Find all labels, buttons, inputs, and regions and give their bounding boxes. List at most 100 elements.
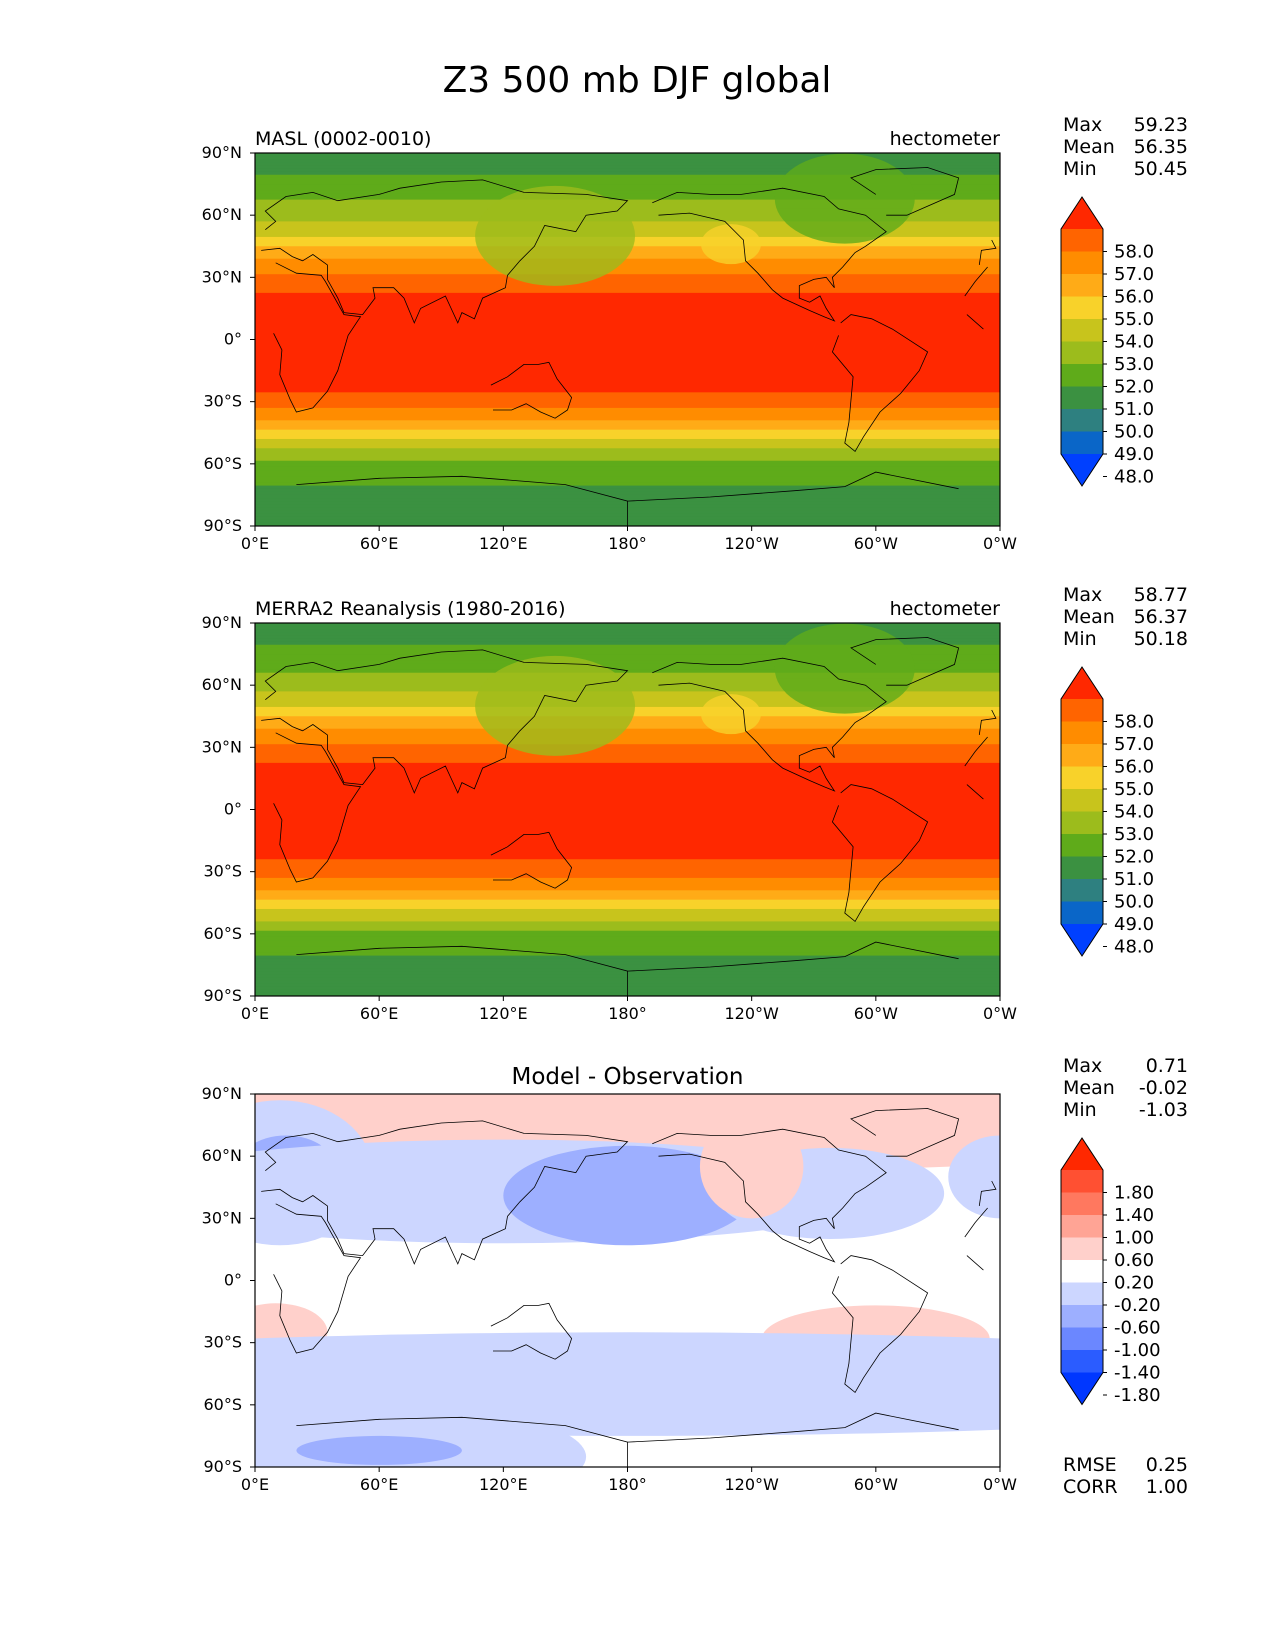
lat-tick-label: 60°S <box>203 924 242 943</box>
colorbar-segment <box>1061 856 1103 880</box>
panel-obs: MERRA2 Reanalysis (1980-2016) hectometer 9… <box>202 584 1188 1023</box>
field-band <box>255 364 1000 369</box>
colorbar-segment <box>1061 834 1103 857</box>
field-band <box>255 762 1000 767</box>
stat-value: 50.18 <box>1134 628 1188 650</box>
field-band <box>255 373 1000 378</box>
field-band <box>255 485 1000 490</box>
panel-units: hectometer <box>890 128 1001 150</box>
field-band <box>255 772 1000 776</box>
field-band <box>255 177 1000 182</box>
lat-tick-label: 90°S <box>203 516 242 535</box>
field-band <box>255 834 1000 839</box>
field-band <box>255 955 1000 960</box>
field-band <box>255 190 1000 195</box>
colorbar-segment <box>1061 409 1103 432</box>
field-band <box>255 208 1000 213</box>
field-band <box>255 741 1000 745</box>
anomaly-region <box>772 1098 938 1165</box>
field-band <box>255 466 1000 471</box>
coastline <box>831 1255 929 1394</box>
field-band <box>255 479 1000 484</box>
field-band <box>255 887 1000 891</box>
field-band <box>255 846 1000 851</box>
lat-tick-label: 30°N <box>202 737 242 756</box>
colorbar-label: 54.0 <box>1114 332 1154 353</box>
field-band <box>255 168 1000 173</box>
field-band <box>255 843 1000 848</box>
stat-label: Mean <box>1063 136 1115 158</box>
field-band <box>255 812 1000 817</box>
field-band <box>255 342 1000 347</box>
field-band <box>255 333 1000 337</box>
colorbar-segment <box>1061 744 1103 767</box>
coastline <box>296 1412 959 1467</box>
colorbar-label: 51.0 <box>1114 869 1154 890</box>
field-band <box>255 647 1000 652</box>
colorbar-label: -1.80 <box>1114 1385 1161 1406</box>
field-band <box>255 404 1000 409</box>
field-band <box>255 159 1000 163</box>
colorbar-label: 48.0 <box>1114 467 1154 488</box>
colorbar-segment <box>1061 721 1103 745</box>
field-band <box>255 849 1000 854</box>
field-band <box>255 171 1000 176</box>
field-band <box>255 781 1000 786</box>
field-band <box>255 448 1000 452</box>
lon-tick-label: 0°E <box>241 534 269 553</box>
field-band <box>255 924 1000 929</box>
colorbar-label: 57.0 <box>1114 734 1154 755</box>
field-band <box>255 389 1000 393</box>
field-band <box>255 193 1000 198</box>
field-band <box>255 943 1000 947</box>
lon-tick-label: 120°E <box>479 1475 528 1494</box>
field-band <box>255 463 1000 468</box>
colorbar-label: 56.0 <box>1114 757 1154 778</box>
field-band <box>255 725 1000 730</box>
coastline <box>261 179 997 324</box>
colorbar-segment <box>1061 251 1103 275</box>
colorbar-segment <box>1061 364 1103 387</box>
field-band <box>255 407 1000 412</box>
field-band <box>255 912 1000 916</box>
field-band <box>255 800 1000 804</box>
colorbar-segment <box>1061 789 1103 812</box>
field-band <box>255 915 1000 919</box>
coastline <box>490 1302 573 1360</box>
colorbar-label: 58.0 <box>1114 242 1154 263</box>
field-band <box>255 831 1000 835</box>
field-band <box>255 311 1000 316</box>
field-band <box>255 629 1000 633</box>
field-band <box>255 775 1000 780</box>
field-band <box>255 865 1000 870</box>
coastline <box>261 649 997 794</box>
lon-tick-label: 180° <box>608 1004 647 1023</box>
stat-value: 50.45 <box>1134 158 1188 180</box>
field-band <box>255 744 1000 748</box>
field-band <box>255 308 1000 313</box>
field-band <box>255 386 1000 390</box>
colorbar-extend-min <box>1061 924 1103 956</box>
field-band <box>255 289 1000 294</box>
field-band <box>255 747 1000 752</box>
coastline <box>850 1108 960 1157</box>
colorbar-label: 49.0 <box>1114 444 1154 465</box>
field-band <box>255 286 1000 291</box>
field-band <box>255 632 1000 637</box>
coastline <box>850 167 960 216</box>
field-band <box>255 358 1000 362</box>
lat-tick-label: 60°S <box>203 1395 242 1414</box>
colorbar-segment <box>1061 341 1103 365</box>
lon-tick-label: 60°W <box>854 534 898 553</box>
field-band <box>255 946 1000 950</box>
field-band <box>255 893 1000 898</box>
field-band <box>255 765 1000 770</box>
lat-tick-label: 30°S <box>203 1333 242 1352</box>
colorbar-label: 52.0 <box>1114 377 1154 398</box>
field-band <box>255 908 1000 913</box>
lat-tick-label: 0° <box>224 1271 242 1290</box>
field-band <box>255 874 1000 879</box>
field-band <box>255 420 1000 425</box>
stat-value: 56.37 <box>1134 606 1188 628</box>
field-band <box>255 868 1000 873</box>
